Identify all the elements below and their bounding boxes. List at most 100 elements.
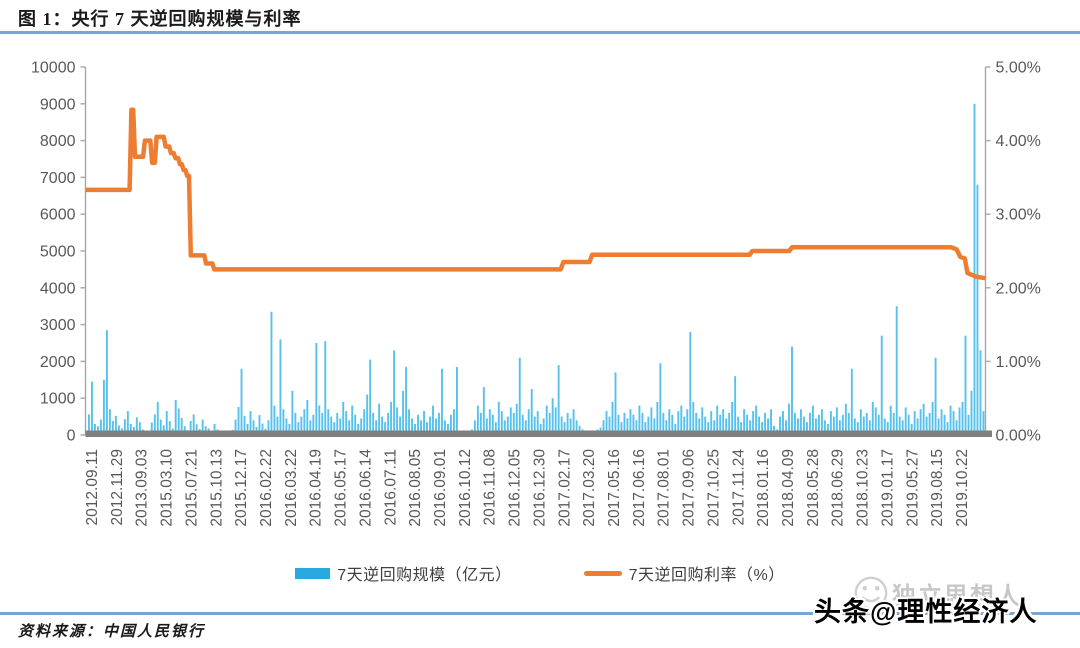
volume-bar (393, 350, 396, 435)
x-axis-tick-label: 2017.09.06 (681, 449, 698, 527)
volume-bar (375, 420, 378, 435)
volume-bar (811, 405, 814, 435)
volume-bar (536, 411, 539, 435)
legend-volume-label: 7天逆回购规模（亿元） (337, 567, 512, 584)
volume-bar (351, 405, 354, 435)
volume-bar (488, 409, 491, 435)
volume-bar (560, 416, 563, 435)
volume-bar (312, 414, 315, 435)
volume-bar (764, 412, 767, 435)
x-axis-tick-label: 2015.07.21 (183, 449, 200, 527)
smiley-logo-icon (854, 576, 888, 610)
volume-bar (282, 409, 285, 435)
volume-bar (566, 412, 569, 435)
volume-bar (447, 423, 449, 435)
x-axis-baseline (85, 430, 992, 437)
x-axis-tick-label: 2016.06.14 (357, 449, 374, 527)
volume-bar (797, 418, 799, 435)
volume-bar (150, 422, 153, 435)
x-axis-tick-label: 2013.09.03 (134, 449, 151, 527)
volume-bar (617, 414, 620, 435)
volume-bar (743, 409, 746, 435)
volume-bar (752, 411, 755, 435)
volume-bar (817, 414, 820, 435)
x-axis-tick-label: 2019.01.17 (879, 449, 896, 527)
volume-bar (761, 422, 764, 435)
x-axis-tick-label: 2016.02.22 (258, 449, 275, 527)
volume-bar (934, 357, 937, 435)
volume-bar (832, 416, 835, 435)
x-axis-tick-label: 2016.07.11 (382, 449, 399, 525)
volume-bar-swatch-icon (295, 567, 331, 579)
volume-bar (967, 414, 970, 435)
volume-bar (698, 418, 701, 435)
left-axis-tick-label: 5000 (40, 244, 76, 261)
volume-bar (725, 418, 728, 435)
volume-bar (479, 412, 482, 435)
volume-bar (449, 414, 452, 435)
volume-bar (973, 103, 976, 436)
volume-bar (889, 405, 892, 435)
x-axis-tick-label: 2019.10.22 (954, 449, 971, 527)
volume-bar (105, 330, 108, 435)
volume-bar (494, 422, 497, 435)
volume-bar (650, 407, 653, 435)
volume-bar (862, 416, 865, 435)
volume-bar (868, 420, 871, 435)
volume-bar (213, 423, 216, 435)
volume-bar (970, 390, 973, 435)
volume-bar (417, 414, 419, 435)
volume-bar (300, 416, 303, 435)
repo-volume-bars (88, 103, 985, 436)
volume-bar (327, 409, 330, 435)
volume-bar (653, 418, 656, 435)
volume-bar (360, 418, 363, 435)
right-axis-tick-label: 5.00% (996, 60, 1041, 77)
volume-bar (949, 405, 952, 435)
volume-bar (108, 409, 111, 435)
volume-bar (937, 418, 940, 435)
x-axis-tick-label: 2017.06.16 (631, 449, 648, 527)
volume-bar (820, 409, 823, 435)
x-axis-tick-label: 2012.11.29 (109, 449, 126, 525)
volume-bar (928, 412, 931, 435)
volume-bar (853, 418, 856, 435)
x-axis-tick-label: 2015.10.13 (208, 449, 225, 527)
volume-bar (189, 421, 192, 435)
volume-bar (93, 423, 96, 435)
volume-bar (168, 421, 171, 435)
volume-bar (952, 411, 955, 435)
volume-bar (611, 401, 614, 435)
left-axis-tick-label: 7000 (40, 170, 76, 187)
volume-bar (644, 422, 647, 435)
repo-rate-line (85, 107, 986, 281)
volume-bar (258, 415, 261, 435)
x-axis-tick-label: 2016.03.22 (283, 449, 300, 527)
volume-bar (240, 368, 243, 435)
volume-bar (943, 414, 946, 435)
volume-bar (883, 418, 886, 435)
volume-bar (605, 411, 608, 435)
volume-bar (731, 401, 734, 435)
volume-bar (249, 411, 252, 435)
x-axis-tick-label: 2017.11.24 (730, 449, 747, 526)
volume-bar (898, 416, 901, 435)
legend-item-rate: 7天逆回购利率（%） (583, 561, 785, 585)
volume-bar (641, 412, 644, 435)
volume-bar (608, 416, 611, 435)
x-axis-tick-label: 2016.11.08 (482, 449, 499, 525)
volume-bar (647, 416, 650, 435)
volume-bar (402, 390, 405, 435)
volume-bar (180, 418, 183, 435)
volume-bar (554, 407, 557, 435)
volume-bar (165, 411, 168, 435)
volume-bar (153, 414, 156, 435)
x-axis-tick-label: 2019.08.15 (929, 449, 946, 527)
volume-bar (856, 422, 859, 435)
volume-bar (135, 417, 138, 435)
volume-bar (476, 405, 479, 435)
volume-bar (722, 409, 725, 435)
volume-bar (279, 339, 282, 435)
volume-bar (907, 414, 910, 435)
volume-bar (620, 422, 623, 435)
